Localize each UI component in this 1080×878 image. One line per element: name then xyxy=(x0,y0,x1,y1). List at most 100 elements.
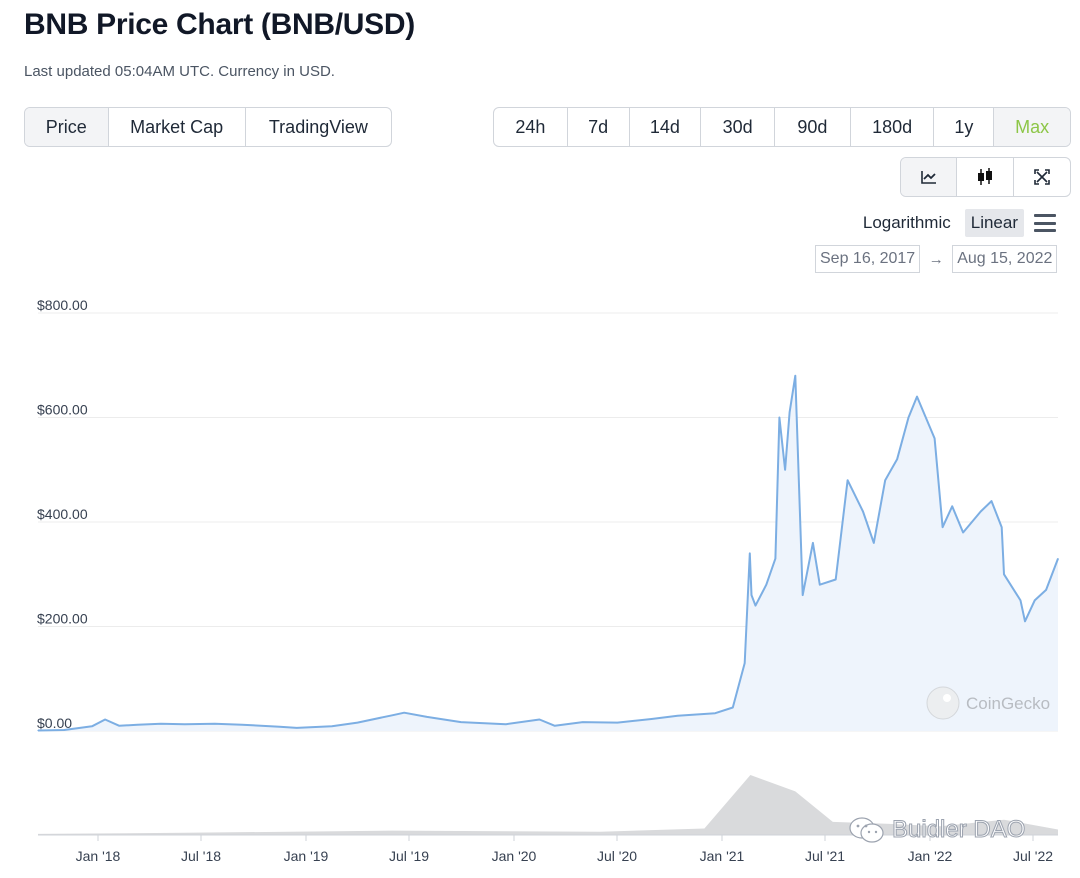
tab-tradingview[interactable]: TradingView xyxy=(268,116,368,137)
tab-market-cap[interactable]: Market Cap xyxy=(109,108,246,146)
price-point xyxy=(962,531,964,534)
arrow-right-icon: → xyxy=(928,250,944,268)
price-point xyxy=(1057,558,1059,560)
price-point xyxy=(184,723,186,725)
price-point xyxy=(616,722,619,724)
x-tick-label: Jan '18 xyxy=(76,848,121,864)
price-point xyxy=(714,712,716,714)
price-point xyxy=(356,722,359,724)
x-tick-label: Jul '21 xyxy=(805,848,845,864)
scale-controls: Logarithmic Linear xyxy=(857,209,1056,237)
range-14d-button[interactable]: 14d xyxy=(630,108,702,146)
price-point xyxy=(505,723,507,725)
x-tick-label: Jan '20 xyxy=(492,848,537,864)
price-point xyxy=(784,469,786,471)
x-tick-label: Jan '19 xyxy=(284,848,329,864)
x-tick-label: Jul '22 xyxy=(1013,848,1053,864)
y-tick-label: $200.00 xyxy=(37,611,88,627)
range-max-button[interactable]: Max xyxy=(994,108,1070,146)
price-point xyxy=(426,716,428,718)
chart-type-toggle xyxy=(900,157,1071,197)
price-point xyxy=(778,416,781,419)
price-point xyxy=(990,500,993,502)
coingecko-watermark: CoinGecko xyxy=(926,686,1050,720)
y-tick-label: $600.00 xyxy=(37,402,88,418)
price-point xyxy=(279,726,281,728)
price-point xyxy=(136,724,139,726)
line-chart-icon xyxy=(920,171,936,184)
x-tick-label: Jul '19 xyxy=(389,848,429,864)
price-area xyxy=(38,375,1058,731)
price-point xyxy=(794,375,796,377)
price-point xyxy=(907,416,910,419)
last-updated-text: Last updated 05:04AM UTC. Currency in US… xyxy=(24,63,335,80)
price-point xyxy=(331,725,333,727)
price-point xyxy=(802,594,804,596)
price-point xyxy=(63,729,65,731)
price-point xyxy=(862,510,864,513)
range-24h-button[interactable]: 24h xyxy=(494,108,568,146)
price-point xyxy=(1024,620,1026,622)
fullscreen-icon xyxy=(1034,169,1050,185)
candlestick-icon xyxy=(978,168,993,185)
wechat-icon xyxy=(849,817,884,843)
volume-area xyxy=(38,775,1058,835)
x-tick-label: Jan '21 xyxy=(700,848,745,864)
price-point xyxy=(980,510,982,513)
x-tick-label: Jul '20 xyxy=(597,848,637,864)
line-chart-button[interactable] xyxy=(901,158,958,196)
price-point xyxy=(1003,573,1005,575)
price-point xyxy=(214,723,216,725)
price-point xyxy=(241,724,243,726)
price-point xyxy=(1001,526,1003,528)
price-point xyxy=(819,584,821,586)
price-point xyxy=(896,458,898,460)
price-point xyxy=(296,727,298,729)
price-point xyxy=(916,396,918,398)
range-1y-button[interactable]: 1y xyxy=(934,108,995,146)
price-point xyxy=(403,712,405,714)
price-point xyxy=(1034,599,1036,602)
price-point xyxy=(391,714,393,716)
price-point xyxy=(789,411,791,413)
price-point xyxy=(765,584,767,586)
price-point xyxy=(1019,599,1022,602)
date-from-input[interactable]: Sep 16, 2017 xyxy=(815,245,921,273)
price-point xyxy=(118,725,120,727)
range-7d-button[interactable]: 7d xyxy=(568,108,630,146)
coingecko-logo-icon xyxy=(926,686,960,720)
price-point xyxy=(884,479,886,481)
date-to-input[interactable]: Aug 15, 2022 xyxy=(952,245,1058,273)
price-point xyxy=(835,578,837,581)
coingecko-logo-eye xyxy=(943,694,951,702)
price-point xyxy=(744,662,746,664)
hamburger-menu-icon[interactable] xyxy=(1034,214,1056,232)
range-90d-button[interactable]: 90d xyxy=(775,108,851,146)
price-point xyxy=(582,721,584,723)
fullscreen-button[interactable] xyxy=(1014,158,1070,196)
price-point xyxy=(1045,589,1047,591)
price-point xyxy=(749,552,751,555)
price-point xyxy=(538,718,541,721)
coingecko-watermark-text: CoinGecko xyxy=(966,694,1050,713)
price-point xyxy=(812,542,814,544)
tab-price[interactable]: Price xyxy=(25,108,109,146)
price-point xyxy=(847,479,849,481)
price-point xyxy=(91,725,93,727)
credit-text: Buidler DAO xyxy=(891,816,1026,844)
linear-option[interactable]: Linear xyxy=(964,209,1024,237)
range-180d-button[interactable]: 180d xyxy=(851,108,935,146)
date-range: Sep 16, 2017 → Aug 15, 2022 xyxy=(815,245,1058,273)
price-chart[interactable]: $0.00 $200.00 $400.00 $600.00 $800.00 Jan '18… xyxy=(0,290,1080,878)
price-point xyxy=(554,725,556,727)
candlestick-chart-button[interactable] xyxy=(957,158,1014,196)
logarithmic-option[interactable]: Logarithmic xyxy=(862,213,951,232)
time-range-tabs: 24h 7d 14d 30d 90d 180d 1y Max xyxy=(493,107,1071,147)
price-point xyxy=(460,721,462,723)
price-point xyxy=(677,715,679,717)
price-point xyxy=(732,706,734,709)
price-point xyxy=(873,542,875,544)
page-title: BNB Price Chart (BNB/USD) xyxy=(24,8,415,41)
range-30d-button[interactable]: 30d xyxy=(701,108,776,146)
y-tick-label: $800.00 xyxy=(37,297,88,313)
